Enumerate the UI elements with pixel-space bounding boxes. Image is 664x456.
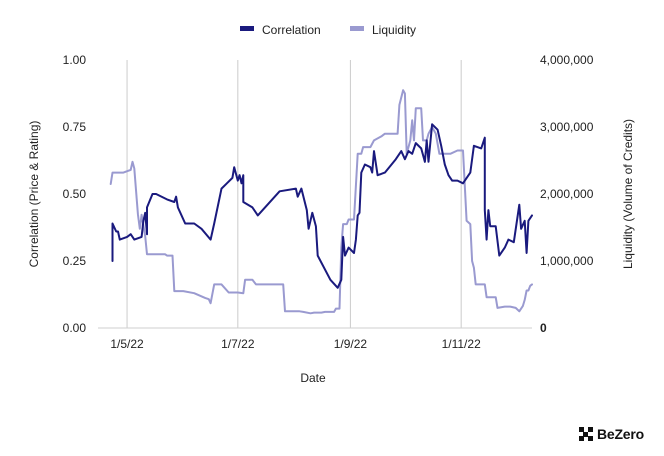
legend-label-correlation: Correlation bbox=[262, 23, 321, 37]
right-tick-label: 4,000,000 bbox=[540, 53, 594, 67]
legend: Correlation Liquidity bbox=[240, 23, 416, 37]
left-tick-label: 0.50 bbox=[63, 187, 87, 201]
brand-logo: BeZero bbox=[578, 426, 644, 442]
series-layer bbox=[109, 89, 533, 315]
left-tick-label: 1.00 bbox=[63, 53, 87, 67]
left-tick-label: 0.25 bbox=[63, 254, 87, 268]
right-axis-title: Liquidity (Volume of Credits) bbox=[621, 119, 635, 269]
legend-label-liquidity: Liquidity bbox=[372, 23, 416, 37]
brand-name: BeZero bbox=[596, 426, 644, 442]
right-axis-ticks: 0 1,000,000 2,000,000 3,000,000 4,000,000 bbox=[540, 53, 594, 335]
x-tick-label: 1/5/22 bbox=[110, 337, 144, 351]
right-tick-label: 0 bbox=[540, 321, 547, 335]
left-axis-ticks: 0.00 0.25 0.50 0.75 1.00 bbox=[63, 53, 87, 335]
x-axis-ticks: 1/5/22 1/7/22 1/9/22 1/11/22 bbox=[110, 337, 481, 351]
bezero-logo-icon bbox=[578, 427, 593, 441]
right-tick-label: 1,000,000 bbox=[540, 254, 594, 268]
series-line-correlation bbox=[111, 123, 533, 289]
legend-swatch-correlation bbox=[240, 26, 254, 31]
left-tick-label: 0.00 bbox=[63, 321, 87, 335]
left-axis-title: Correlation (Price & Rating) bbox=[27, 121, 41, 268]
x-tick-label: 1/11/22 bbox=[442, 337, 481, 351]
series-line-liquidity bbox=[109, 89, 533, 315]
left-tick-label: 0.75 bbox=[63, 120, 87, 134]
x-tick-label: 1/7/22 bbox=[221, 337, 255, 351]
x-axis-title: Date bbox=[300, 371, 326, 385]
right-tick-label: 2,000,000 bbox=[540, 187, 594, 201]
right-tick-label: 3,000,000 bbox=[540, 120, 594, 134]
vertical-grid bbox=[126, 60, 462, 328]
x-tick-label: 1/9/22 bbox=[334, 337, 368, 351]
legend-swatch-liquidity bbox=[350, 26, 364, 31]
